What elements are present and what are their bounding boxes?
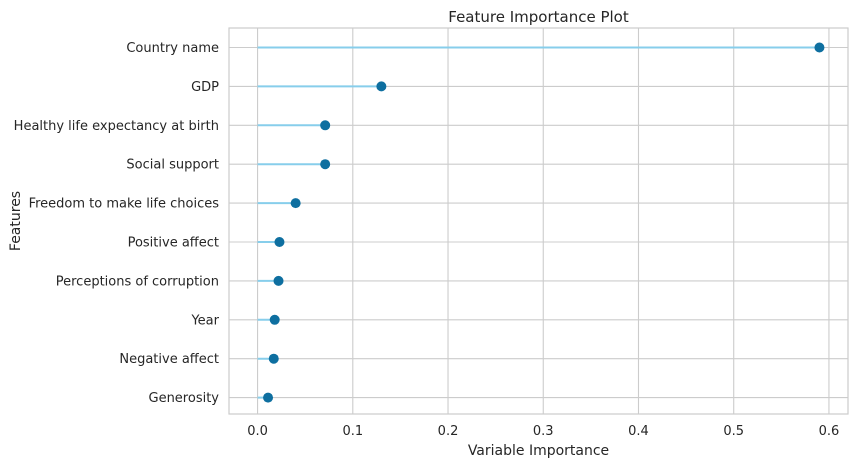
x-tick-label: 0.2 xyxy=(438,424,459,439)
y-tick-label: Year xyxy=(190,313,219,328)
importance-point xyxy=(320,159,331,170)
y-axis-title: Features xyxy=(8,191,24,251)
importance-point xyxy=(274,237,285,247)
y-tick-labels: Country name GDP Healthy life expectancy a… xyxy=(14,41,220,406)
x-tick-label: 0.1 xyxy=(342,424,363,439)
y-tick-label: Freedom to make life choices xyxy=(29,197,220,212)
y-tick-label: Country name xyxy=(126,41,219,56)
x-tick-labels: 0.0 0.1 0.2 0.3 0.4 0.5 0.6 xyxy=(247,424,839,439)
importance-point xyxy=(268,353,279,364)
importance-point xyxy=(273,275,284,286)
x-axis-title: Variable Importance xyxy=(468,443,609,459)
y-tick-label: Perceptions of corruption xyxy=(56,274,219,289)
y-tick-label: Healthy life expectancy at birth xyxy=(14,119,219,134)
plot-area xyxy=(229,28,848,414)
importance-point xyxy=(263,392,274,403)
y-tick-label: Positive affect xyxy=(128,236,219,251)
x-tick-label: 0.4 xyxy=(628,424,649,439)
importance-point xyxy=(269,314,280,325)
x-tick-label: 0.5 xyxy=(723,424,744,439)
x-tick-label: 0.0 xyxy=(247,424,268,439)
x-tick-label: 0.3 xyxy=(533,424,554,439)
importance-point xyxy=(376,81,387,92)
y-tick-label: GDP xyxy=(191,80,219,95)
y-tick-label: Generosity xyxy=(149,391,220,406)
plot-frame xyxy=(228,27,849,415)
importance-point xyxy=(320,120,331,131)
y-tick-label: Social support xyxy=(126,158,219,173)
y-tick-label: Negative affect xyxy=(119,352,219,367)
x-tick-label: 0.6 xyxy=(819,424,840,439)
importance-point xyxy=(290,198,301,209)
importance-point xyxy=(814,42,825,53)
markers-layer xyxy=(263,42,825,403)
chart-title: Feature Importance Plot xyxy=(448,8,629,26)
